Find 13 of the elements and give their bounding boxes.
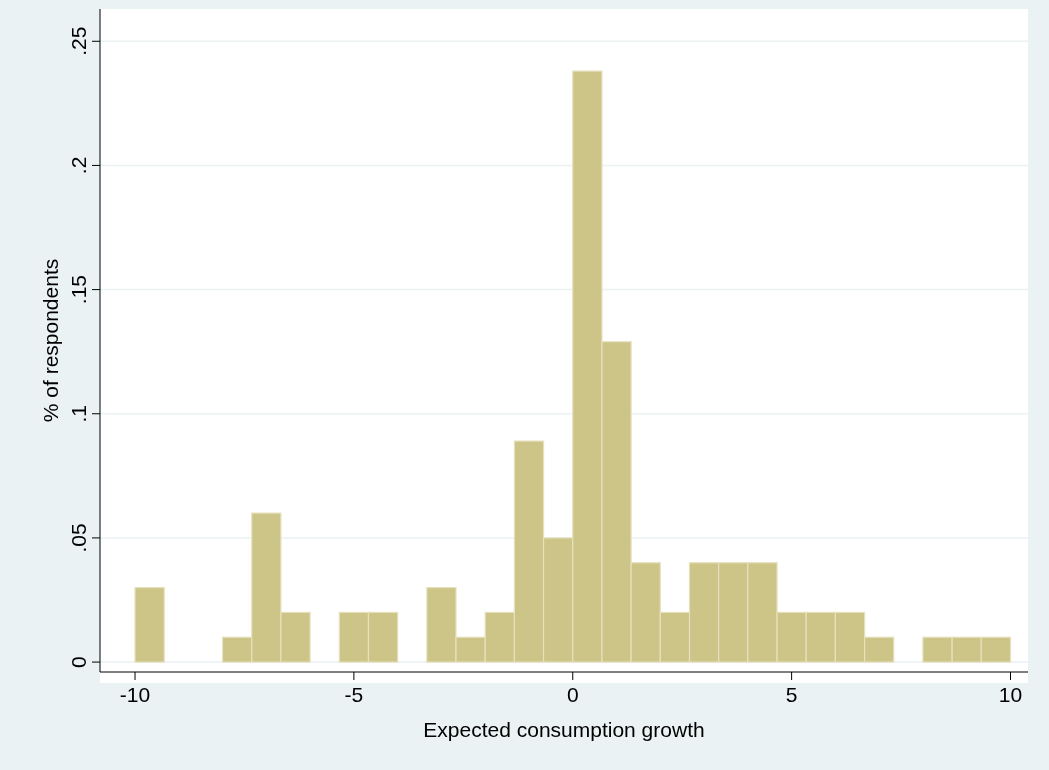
x-tick-label: 0 [566, 683, 579, 706]
x-tick-label: -10 [119, 683, 151, 706]
x-tick-label: 10 [998, 683, 1023, 706]
y-tick-label: 0 [67, 656, 90, 668]
x-axis-title: Expected consumption growth [423, 718, 705, 741]
y-tick-label: .15 [67, 274, 90, 305]
y-tick-label: .05 [67, 523, 90, 553]
y-axis-title: % of respondents [39, 258, 62, 423]
y-tick-label: .1 [67, 404, 90, 423]
x-tick-label: -5 [344, 683, 364, 706]
y-tick-label: .25 [67, 26, 90, 56]
x-tick-label: 5 [785, 683, 798, 706]
y-tick-label: .2 [67, 156, 90, 175]
